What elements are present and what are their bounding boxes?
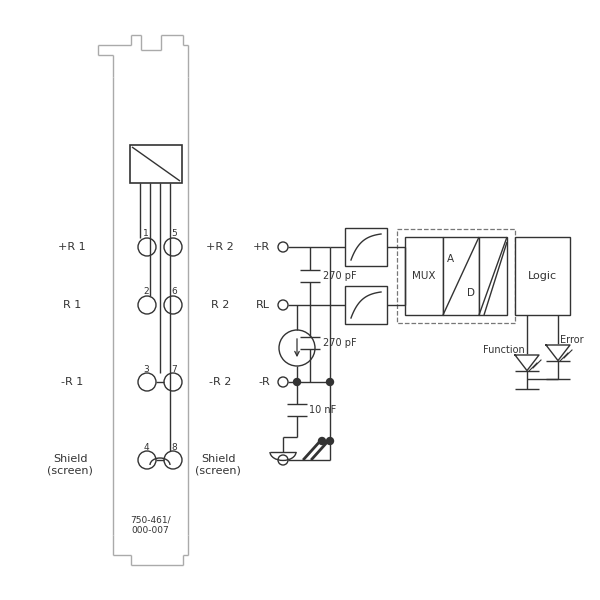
Circle shape xyxy=(293,379,301,385)
Text: -R: -R xyxy=(258,377,270,387)
Circle shape xyxy=(278,300,288,310)
Circle shape xyxy=(326,437,334,445)
Text: Shield
(screen): Shield (screen) xyxy=(195,454,241,476)
Text: 7: 7 xyxy=(171,364,177,373)
Circle shape xyxy=(138,451,156,469)
Text: 270 pF: 270 pF xyxy=(323,338,356,348)
Text: A: A xyxy=(446,254,454,264)
Circle shape xyxy=(164,296,182,314)
Circle shape xyxy=(279,330,315,366)
Text: 2: 2 xyxy=(143,287,149,296)
Text: 3: 3 xyxy=(143,364,149,373)
Text: 750-461/
000-007: 750-461/ 000-007 xyxy=(130,515,171,535)
Circle shape xyxy=(138,238,156,256)
Bar xyxy=(345,286,387,324)
Text: R 1: R 1 xyxy=(63,300,81,310)
Circle shape xyxy=(138,373,156,391)
Text: +R: +R xyxy=(253,242,270,252)
Bar xyxy=(345,228,387,266)
Bar xyxy=(405,237,443,315)
Polygon shape xyxy=(546,345,570,361)
Text: 10 nF: 10 nF xyxy=(309,405,336,415)
Text: +R 2: +R 2 xyxy=(206,242,234,252)
Circle shape xyxy=(164,451,182,469)
Bar xyxy=(515,237,570,315)
Text: 270 pF: 270 pF xyxy=(323,271,356,281)
Text: 5: 5 xyxy=(171,229,177,238)
Bar xyxy=(443,237,479,315)
Circle shape xyxy=(278,242,288,252)
Text: 8: 8 xyxy=(171,443,177,451)
Text: Shield
(screen): Shield (screen) xyxy=(47,454,93,476)
Text: R 2: R 2 xyxy=(211,300,229,310)
Circle shape xyxy=(138,296,156,314)
Polygon shape xyxy=(515,355,539,371)
Circle shape xyxy=(319,437,325,445)
Circle shape xyxy=(278,377,288,387)
Text: Function: Function xyxy=(483,345,525,355)
Text: 1: 1 xyxy=(143,229,149,238)
Circle shape xyxy=(278,455,288,465)
Text: RL: RL xyxy=(256,300,270,310)
Text: Logic: Logic xyxy=(528,271,557,281)
Circle shape xyxy=(164,373,182,391)
Bar xyxy=(479,237,507,315)
Text: -R 1: -R 1 xyxy=(61,377,83,387)
Bar xyxy=(397,229,515,323)
Text: MUX: MUX xyxy=(412,271,436,281)
Text: 4: 4 xyxy=(143,443,149,451)
Text: +R 1: +R 1 xyxy=(58,242,86,252)
Circle shape xyxy=(164,238,182,256)
Bar xyxy=(130,145,182,183)
Text: -R 2: -R 2 xyxy=(209,377,231,387)
Text: D: D xyxy=(467,288,475,298)
Text: 6: 6 xyxy=(171,287,177,296)
Text: Error: Error xyxy=(560,335,584,345)
Circle shape xyxy=(326,379,334,385)
